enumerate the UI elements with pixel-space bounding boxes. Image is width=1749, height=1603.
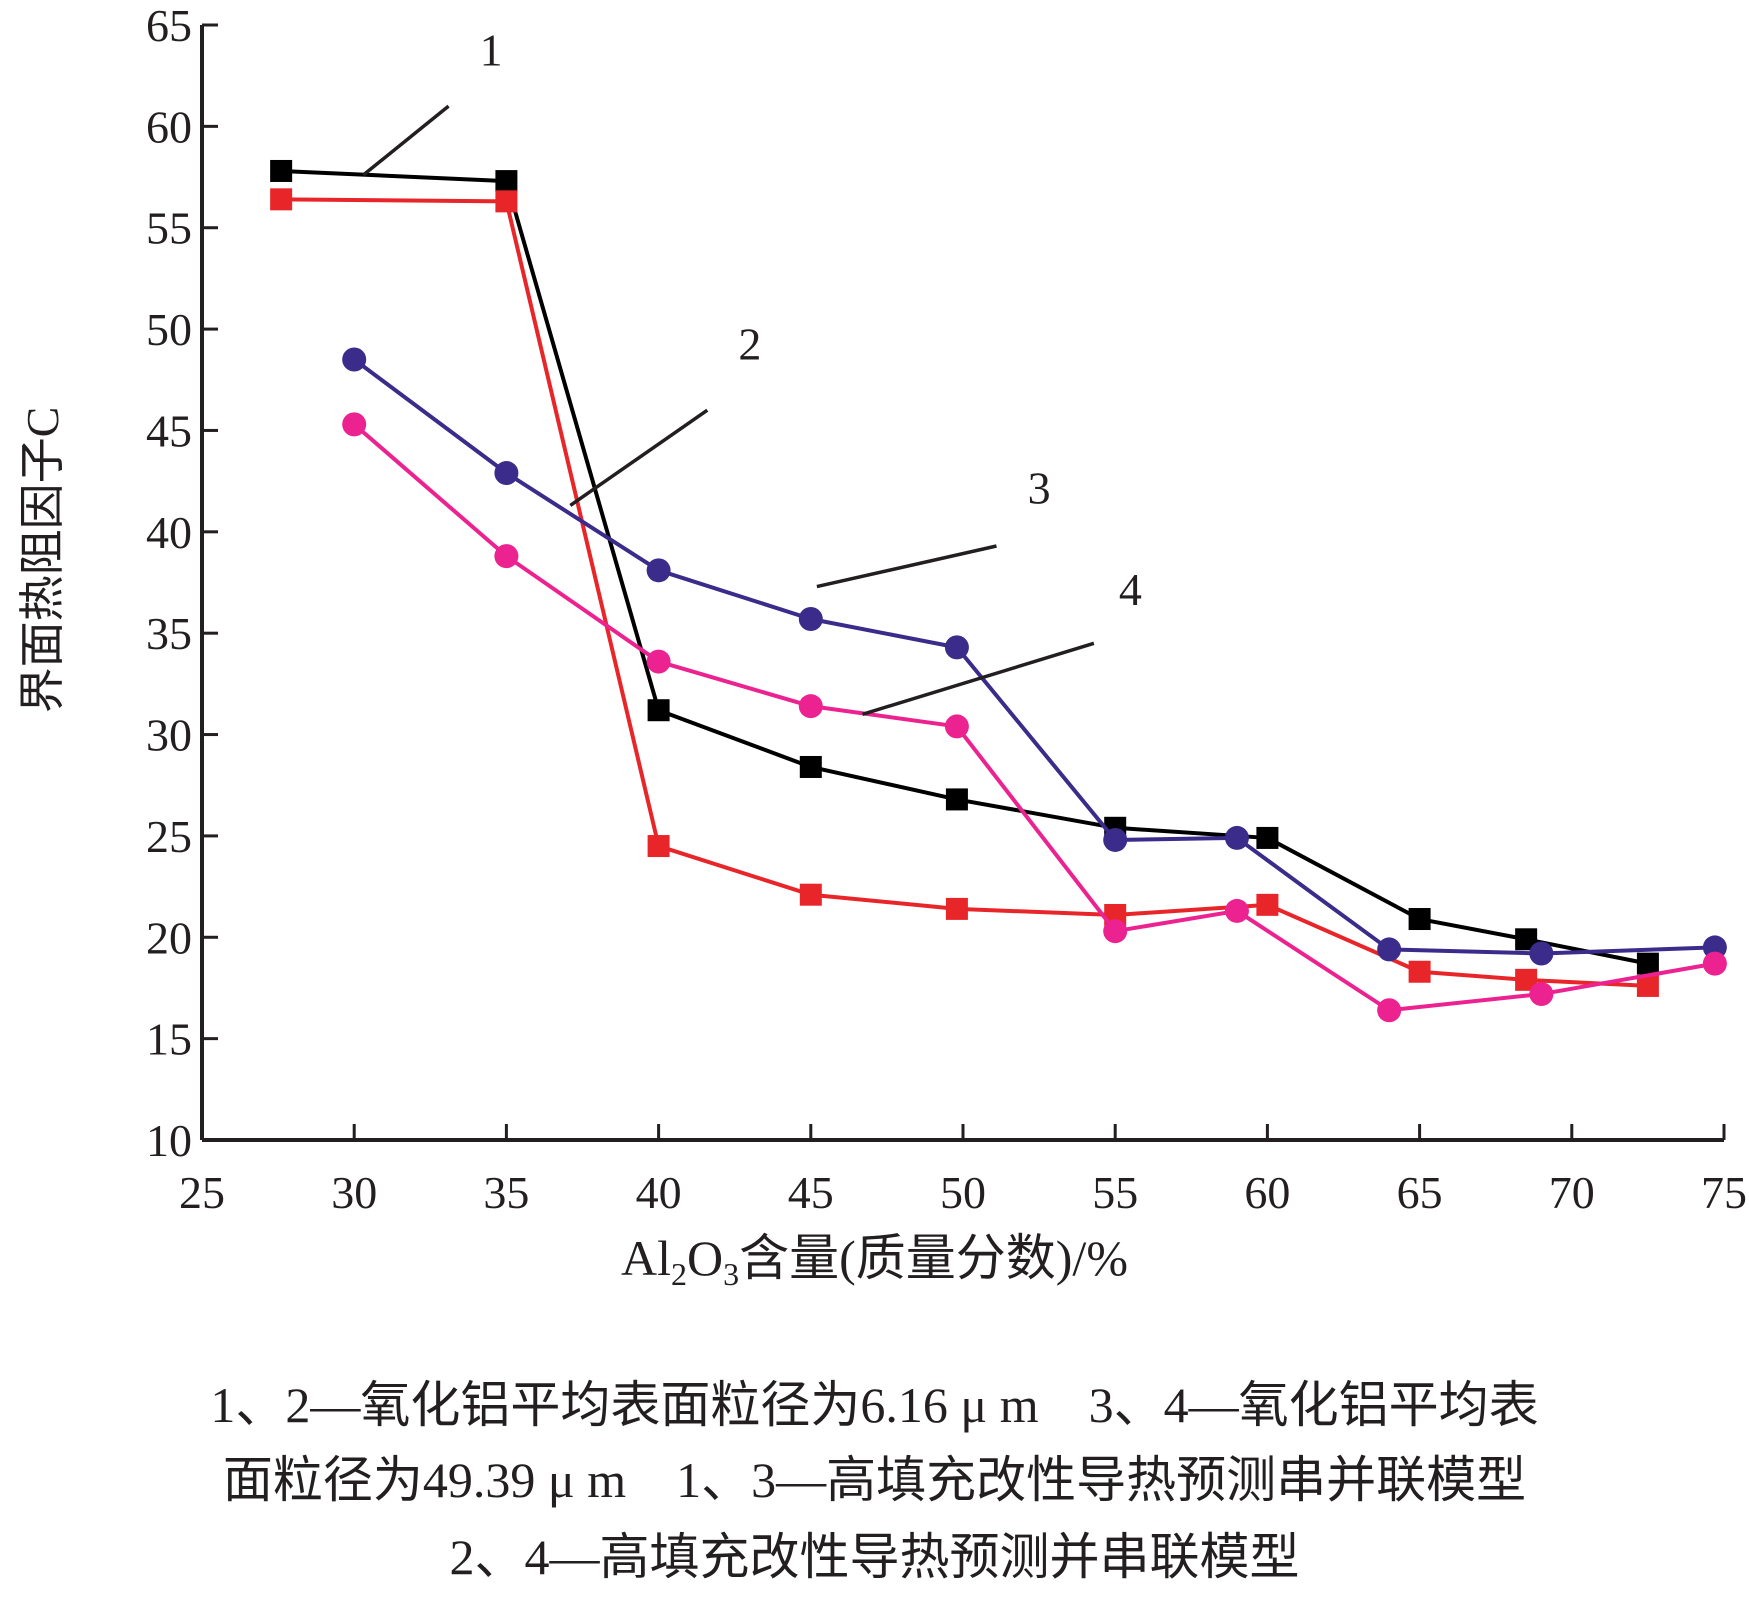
y-tick-label: 25 <box>146 811 192 862</box>
series-3-point <box>646 558 671 583</box>
series-1-point <box>799 755 822 778</box>
x-axis-ticks: 25 30 35 40 45 50 55 60 65 70 75 <box>179 1124 1747 1218</box>
annotation-leader-2 <box>569 408 709 507</box>
series-4-point <box>1529 982 1554 1007</box>
series-2-point <box>799 883 822 906</box>
series-2-point <box>1636 974 1659 997</box>
x-tick-label: 30 <box>331 1167 377 1218</box>
y-tick-label: 50 <box>146 304 192 355</box>
series-1-point <box>270 159 293 182</box>
caption-line-1: 1、2—氧化铝平均表面粒径为6.16 μ m 3、4—氧化铝平均表 <box>210 1377 1539 1433</box>
annotation-label-4: 4 <box>1119 564 1142 615</box>
series-3-point <box>1103 827 1128 852</box>
x-tick-label: 50 <box>940 1167 986 1218</box>
series-4-point <box>1103 919 1128 944</box>
series-3-point <box>944 635 969 660</box>
series-4-point <box>798 694 823 719</box>
series-3-point <box>1529 941 1554 966</box>
series-2-line <box>281 197 1648 988</box>
y-tick-label: 10 <box>146 1115 192 1166</box>
series-1-line <box>281 168 1649 966</box>
series-annotations: 1 2 3 4 <box>362 25 1142 716</box>
series-4-point <box>1702 951 1727 976</box>
series-4-point <box>1224 898 1249 923</box>
series-2-point <box>1515 968 1538 991</box>
annotation-leader-3 <box>816 544 997 589</box>
annotation-label-1: 1 <box>480 25 503 76</box>
series-4-point <box>944 714 969 739</box>
series-3 <box>342 347 1727 966</box>
caption-line-2: 面粒径为49.39 μ m 1、3—高填充改性导热预测串并联模型 <box>222 1452 1527 1508</box>
series-2-point <box>1408 960 1431 983</box>
y-tick-label: 45 <box>146 405 192 456</box>
axes <box>200 25 1724 1142</box>
y-axis-ticks: 10 15 20 25 30 35 40 45 50 55 60 65 <box>146 0 218 1166</box>
annotation-leader-1 <box>362 104 450 177</box>
x-tick-label: 60 <box>1244 1167 1290 1218</box>
series-2-point <box>647 835 670 858</box>
series-3-point <box>494 461 519 486</box>
annotation-leader-4 <box>862 641 1095 716</box>
series-3-point <box>1377 937 1402 962</box>
series-4-point <box>1377 998 1402 1023</box>
series-4-line <box>352 422 1716 1013</box>
y-axis-title: 界面热阻因子C <box>17 407 68 714</box>
series-2-point <box>945 897 968 920</box>
annotation-label-3: 3 <box>1028 462 1051 513</box>
series-1-point <box>945 788 968 811</box>
series-1-point <box>1636 952 1659 975</box>
y-tick-label: 15 <box>146 1014 192 1065</box>
y-tick-label: 30 <box>146 710 192 761</box>
series-2-point <box>270 188 293 211</box>
series-3-point <box>342 347 367 372</box>
x-tick-label: 35 <box>483 1167 529 1218</box>
series-4-point <box>494 544 519 569</box>
x-axis-title: Al2O3含量(质量分数)/% <box>621 1230 1128 1292</box>
x-tick-label: 25 <box>179 1167 225 1218</box>
series-1-point <box>647 699 670 722</box>
x-tick-label: 55 <box>1092 1167 1138 1218</box>
series-4 <box>342 412 1727 1023</box>
series-3-point <box>798 606 823 631</box>
annotation-label-2: 2 <box>738 319 761 370</box>
x-tick-label: 40 <box>636 1167 682 1218</box>
series-2-point <box>1256 893 1279 916</box>
series-2 <box>270 188 1659 997</box>
series-3-point <box>1224 825 1249 850</box>
x-tick-label: 65 <box>1397 1167 1443 1218</box>
y-tick-label: 35 <box>146 608 192 659</box>
y-tick-label: 55 <box>146 203 192 254</box>
series-1-point <box>1515 928 1538 951</box>
x-tick-label: 45 <box>788 1167 834 1218</box>
y-tick-label: 40 <box>146 507 192 558</box>
caption-line-3: 2、4—高填充改性导热预测并串联模型 <box>449 1529 1300 1585</box>
series-1 <box>270 159 1659 975</box>
series-4-point <box>342 412 367 437</box>
series-2-point <box>495 190 518 213</box>
series-layer <box>270 159 1727 1023</box>
series-3-line <box>353 357 1715 956</box>
x-tick-label: 70 <box>1549 1167 1595 1218</box>
series-1-point <box>1408 908 1431 931</box>
series-1-point <box>1256 826 1279 849</box>
series-2-point <box>1104 903 1127 926</box>
series-1-point <box>495 170 518 193</box>
y-tick-label: 60 <box>146 101 192 152</box>
x-tick-label: 75 <box>1701 1167 1747 1218</box>
y-tick-label: 20 <box>146 912 192 963</box>
y-tick-label: 65 <box>146 0 192 51</box>
series-4-point <box>646 649 671 674</box>
